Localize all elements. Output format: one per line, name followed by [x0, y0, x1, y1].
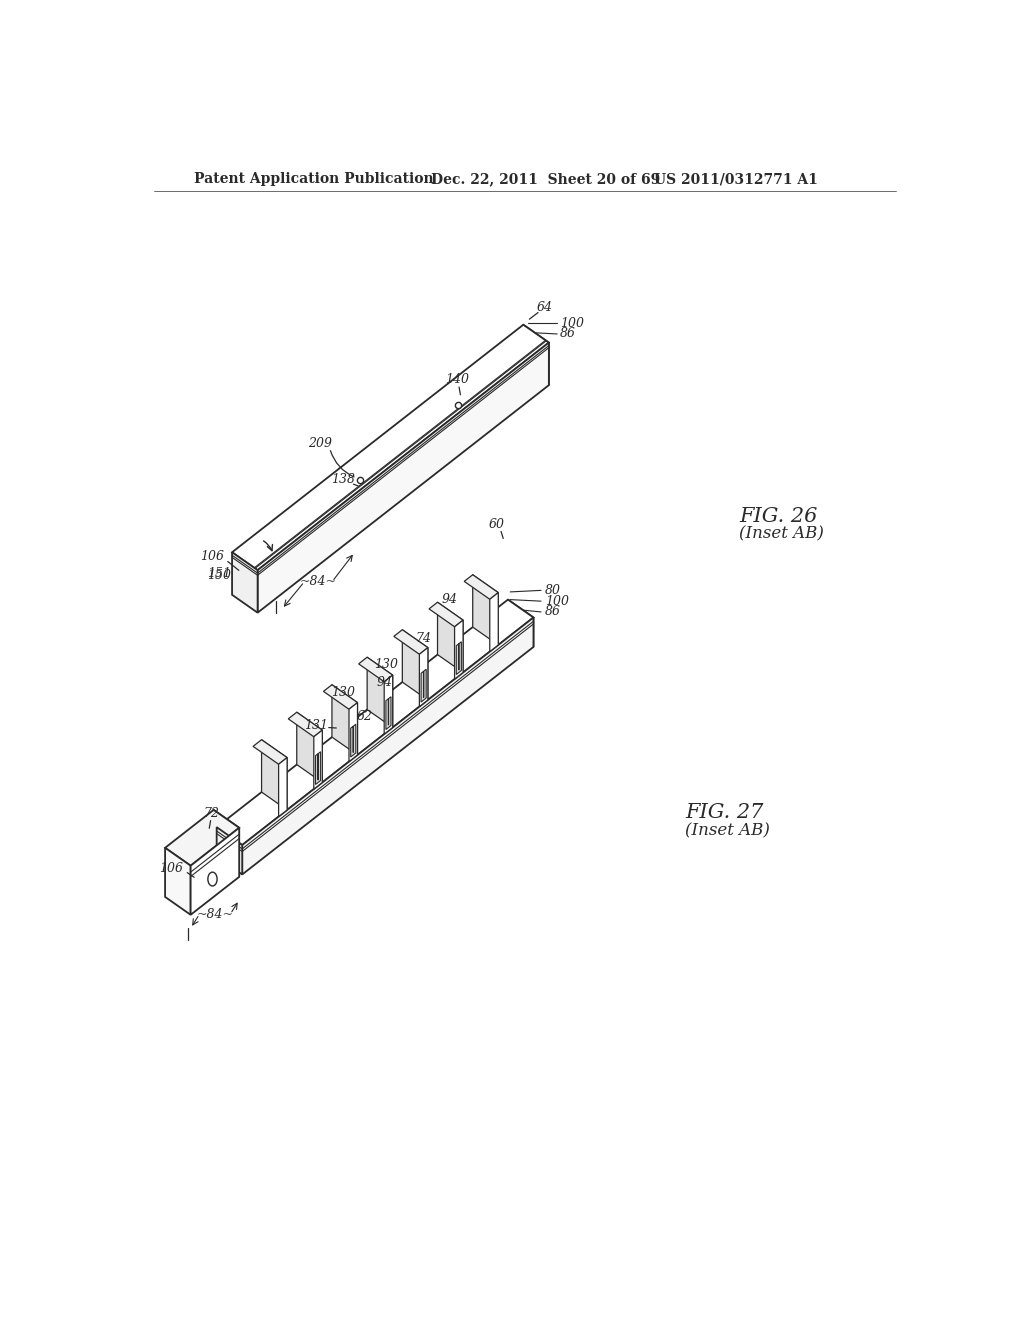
Polygon shape [214, 810, 240, 876]
Text: 80: 80 [545, 583, 561, 597]
Polygon shape [420, 648, 428, 706]
Polygon shape [349, 702, 357, 762]
Polygon shape [253, 739, 287, 764]
Text: FIG. 27: FIG. 27 [685, 804, 763, 822]
Text: 86: 86 [545, 606, 561, 619]
Polygon shape [217, 828, 243, 875]
Polygon shape [261, 739, 287, 810]
Polygon shape [313, 730, 323, 789]
Polygon shape [190, 828, 240, 915]
Polygon shape [402, 630, 428, 700]
Text: 100: 100 [560, 317, 585, 330]
Polygon shape [350, 725, 355, 756]
Text: 72: 72 [203, 807, 219, 820]
Polygon shape [386, 697, 391, 730]
Text: Patent Application Publication: Patent Application Publication [194, 172, 433, 186]
Text: 94: 94 [442, 593, 458, 606]
Text: 150: 150 [207, 569, 230, 582]
Polygon shape [437, 602, 463, 672]
Text: 60: 60 [488, 517, 505, 531]
Polygon shape [297, 713, 323, 783]
Polygon shape [457, 642, 462, 675]
Text: 106: 106 [201, 550, 224, 564]
Polygon shape [258, 343, 549, 612]
Polygon shape [473, 574, 499, 645]
Polygon shape [421, 669, 426, 702]
Text: 209: 209 [308, 437, 333, 450]
Polygon shape [279, 758, 287, 817]
Text: 151: 151 [207, 568, 230, 581]
Text: 130: 130 [374, 659, 397, 671]
Text: 94: 94 [377, 676, 393, 689]
Polygon shape [324, 685, 357, 709]
Text: FIG. 26: FIG. 26 [739, 507, 817, 525]
Ellipse shape [208, 873, 217, 886]
Text: ~84~: ~84~ [197, 908, 233, 920]
Polygon shape [315, 751, 321, 784]
Text: 62: 62 [356, 710, 372, 723]
Polygon shape [455, 620, 463, 678]
Text: 64: 64 [537, 301, 553, 314]
Polygon shape [232, 552, 258, 612]
Text: ~84~: ~84~ [300, 576, 337, 589]
Polygon shape [165, 810, 240, 866]
Text: Dec. 22, 2011  Sheet 20 of 69: Dec. 22, 2011 Sheet 20 of 69 [431, 172, 660, 186]
Text: (Inset AB): (Inset AB) [739, 525, 823, 543]
Text: US 2011/0312771 A1: US 2011/0312771 A1 [654, 172, 818, 186]
Polygon shape [358, 657, 392, 681]
Text: (Inset AB): (Inset AB) [685, 822, 770, 840]
Polygon shape [489, 593, 499, 652]
Polygon shape [394, 630, 428, 655]
Polygon shape [464, 574, 499, 599]
Polygon shape [243, 618, 534, 875]
Polygon shape [232, 325, 549, 570]
Text: 140: 140 [445, 374, 469, 387]
Polygon shape [508, 599, 534, 647]
Text: 131: 131 [304, 719, 328, 733]
Text: 100: 100 [545, 594, 569, 607]
Polygon shape [289, 713, 323, 737]
Polygon shape [165, 847, 190, 915]
Polygon shape [368, 657, 392, 727]
Text: 74: 74 [416, 632, 431, 645]
Text: 86: 86 [560, 327, 577, 341]
Polygon shape [384, 675, 392, 734]
Text: 130: 130 [331, 685, 355, 698]
Polygon shape [523, 325, 549, 385]
Polygon shape [429, 602, 463, 627]
Text: 138: 138 [331, 473, 355, 486]
Polygon shape [332, 685, 357, 755]
Polygon shape [217, 599, 534, 845]
Text: 106: 106 [159, 862, 183, 875]
